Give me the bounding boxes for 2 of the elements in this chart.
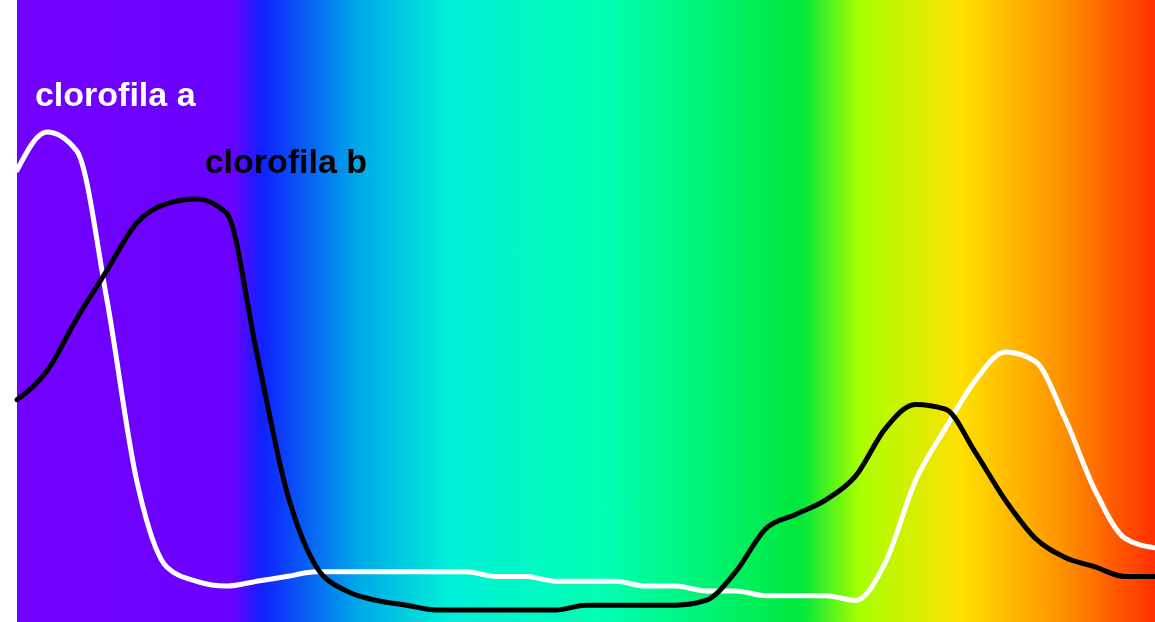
series-label: clorofila b xyxy=(204,141,368,180)
series-label: clorofila a xyxy=(34,75,197,113)
